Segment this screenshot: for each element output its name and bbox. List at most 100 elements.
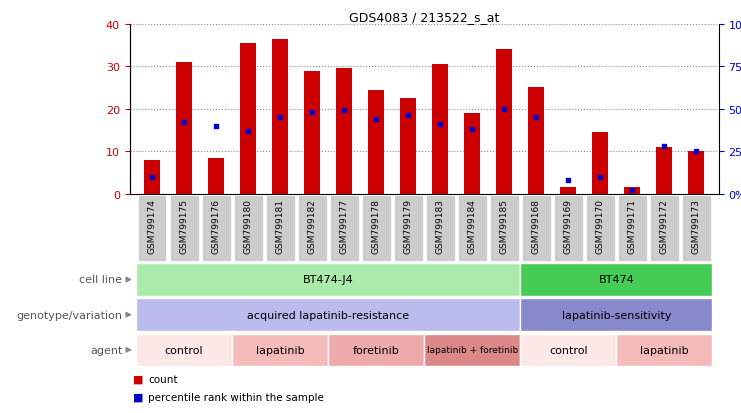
- Text: lapatinib: lapatinib: [256, 345, 305, 355]
- Text: lapatinib-sensitivity: lapatinib-sensitivity: [562, 310, 671, 320]
- Bar: [240, 44, 256, 194]
- Text: GSM799169: GSM799169: [564, 198, 573, 253]
- Bar: [233, 195, 262, 261]
- Text: BT474: BT474: [599, 275, 634, 285]
- Text: ■: ■: [133, 392, 144, 402]
- Text: GSM799185: GSM799185: [499, 198, 509, 253]
- Text: GSM799180: GSM799180: [244, 198, 253, 253]
- Text: genotype/variation: genotype/variation: [16, 310, 122, 320]
- Point: [659, 143, 671, 150]
- Point: [146, 174, 158, 180]
- Bar: [520, 299, 712, 331]
- Point: [306, 109, 318, 116]
- Bar: [682, 195, 711, 261]
- Text: GSM799179: GSM799179: [404, 198, 413, 253]
- Point: [499, 106, 511, 113]
- Text: GSM799172: GSM799172: [659, 198, 669, 253]
- Bar: [272, 40, 288, 194]
- Text: GSM799184: GSM799184: [468, 198, 476, 253]
- Bar: [136, 263, 520, 296]
- Text: lapatinib + foretinib: lapatinib + foretinib: [427, 346, 518, 354]
- Bar: [432, 65, 448, 194]
- Bar: [400, 99, 416, 194]
- Text: GSM799171: GSM799171: [628, 198, 637, 253]
- Bar: [657, 147, 672, 194]
- Text: control: control: [165, 345, 204, 355]
- Bar: [592, 133, 608, 194]
- Point: [338, 108, 350, 114]
- Bar: [650, 195, 679, 261]
- Bar: [688, 152, 705, 194]
- Point: [531, 114, 542, 121]
- Point: [594, 174, 606, 180]
- Point: [562, 177, 574, 184]
- Bar: [458, 195, 487, 261]
- Bar: [520, 334, 617, 366]
- Point: [626, 188, 638, 194]
- Bar: [368, 90, 384, 194]
- Text: agent: agent: [90, 345, 122, 355]
- Bar: [136, 299, 520, 331]
- Bar: [617, 334, 712, 366]
- Text: GSM799168: GSM799168: [532, 198, 541, 253]
- Bar: [304, 71, 320, 194]
- Point: [691, 148, 702, 155]
- Text: foretinib: foretinib: [353, 345, 399, 355]
- Text: lapatinib: lapatinib: [640, 345, 688, 355]
- Bar: [232, 334, 328, 366]
- Text: acquired lapatinib-resistance: acquired lapatinib-resistance: [247, 310, 409, 320]
- Bar: [496, 50, 512, 194]
- Bar: [170, 195, 199, 261]
- Bar: [586, 195, 615, 261]
- Bar: [328, 334, 425, 366]
- Bar: [560, 188, 576, 194]
- Bar: [336, 69, 352, 194]
- Bar: [490, 195, 519, 261]
- Point: [370, 116, 382, 123]
- Bar: [362, 195, 391, 261]
- Text: GSM799177: GSM799177: [339, 198, 349, 253]
- Text: count: count: [148, 374, 178, 384]
- Text: GSM799176: GSM799176: [212, 198, 221, 253]
- Title: GDS4083 / 213522_s_at: GDS4083 / 213522_s_at: [349, 11, 499, 24]
- Point: [274, 114, 286, 121]
- Bar: [266, 195, 295, 261]
- Bar: [425, 334, 520, 366]
- Bar: [138, 195, 167, 261]
- Text: GSM799170: GSM799170: [596, 198, 605, 253]
- Bar: [208, 158, 224, 194]
- Text: ■: ■: [133, 374, 144, 384]
- Text: GSM799181: GSM799181: [276, 198, 285, 253]
- Text: GSM799173: GSM799173: [692, 198, 701, 253]
- Text: GSM799182: GSM799182: [308, 198, 316, 253]
- Bar: [618, 195, 647, 261]
- Text: GSM799174: GSM799174: [147, 198, 156, 253]
- Text: GSM799178: GSM799178: [372, 198, 381, 253]
- Bar: [393, 195, 422, 261]
- Bar: [554, 195, 582, 261]
- Bar: [298, 195, 327, 261]
- Bar: [176, 63, 192, 194]
- Bar: [520, 263, 712, 296]
- Text: control: control: [549, 345, 588, 355]
- Bar: [625, 188, 640, 194]
- Point: [434, 121, 446, 128]
- Bar: [144, 160, 160, 194]
- Bar: [136, 334, 232, 366]
- Bar: [330, 195, 359, 261]
- Bar: [426, 195, 455, 261]
- Bar: [202, 195, 230, 261]
- Text: GSM799183: GSM799183: [436, 198, 445, 253]
- Bar: [465, 114, 480, 194]
- Point: [242, 128, 254, 135]
- Text: cell line: cell line: [79, 275, 122, 285]
- Text: GSM799175: GSM799175: [179, 198, 189, 253]
- Bar: [528, 88, 545, 194]
- Point: [178, 120, 190, 126]
- Bar: [522, 195, 551, 261]
- Point: [402, 113, 414, 119]
- Point: [466, 126, 478, 133]
- Text: BT474-J4: BT474-J4: [303, 275, 353, 285]
- Point: [210, 123, 222, 130]
- Text: percentile rank within the sample: percentile rank within the sample: [148, 392, 324, 402]
